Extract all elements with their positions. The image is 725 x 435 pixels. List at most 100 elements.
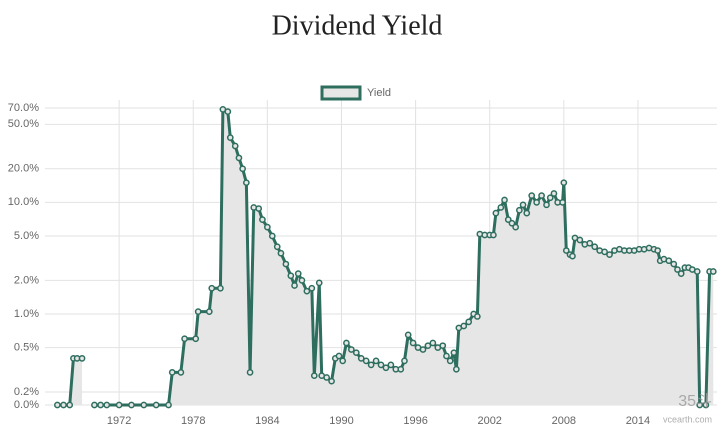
point [294,270,302,277]
x-tick-label: 2014 [626,415,650,427]
point [177,368,185,376]
point [217,284,224,292]
point [429,339,437,347]
point [569,252,576,260]
point [194,308,202,315]
point [654,247,662,254]
point [264,223,271,231]
x-tick-label: 2002 [477,415,501,427]
point [490,231,497,239]
point [287,272,295,280]
watermark: 35斗 [678,393,712,410]
point [103,401,111,409]
point [224,108,232,115]
point [401,357,408,365]
point [328,377,335,385]
point [226,134,234,141]
point [231,142,239,150]
point [277,249,285,257]
point [519,201,527,209]
x-tick-label: 1990 [329,415,353,427]
point [562,247,570,254]
point [424,342,432,350]
point [453,365,460,373]
point [516,206,523,214]
x-tick-label: 1996 [403,415,427,427]
x-tick-label: 1972 [107,415,131,427]
point [97,401,104,409]
point [439,342,447,350]
y-tick-label: 20.0% [8,163,39,175]
point [343,339,350,347]
point [208,284,216,292]
point [268,232,276,240]
legend-swatch [320,85,362,101]
point [474,313,481,320]
point [246,368,254,376]
point [696,401,704,409]
point [243,179,250,187]
point [465,318,473,326]
point [450,349,458,357]
point [497,204,505,211]
point [550,190,558,197]
point [115,401,123,409]
point [323,374,330,381]
point [533,198,540,206]
point [404,331,412,339]
point [259,216,266,223]
legend-label: Yield [367,87,391,99]
point [205,308,213,315]
point [282,260,290,268]
x-tick-label: 1984 [255,415,279,427]
point [78,355,86,362]
point [357,355,365,362]
point [492,209,500,217]
area [57,358,83,405]
point [601,248,608,256]
point [576,236,584,244]
point [674,266,681,273]
y-tick-label: 10.0% [8,196,39,208]
point [543,201,550,209]
point [310,372,318,380]
point [362,357,370,365]
point [308,284,316,292]
point [501,196,508,204]
point [508,219,516,227]
point [255,205,263,212]
point [397,365,405,373]
point [339,357,347,365]
point [315,279,323,287]
point [165,401,172,409]
point [670,260,678,268]
watermark: vcearth.com [663,414,712,424]
point [66,401,74,409]
point [377,361,385,369]
x-tick-label: 1978 [181,415,205,427]
point [54,401,61,409]
point [192,335,200,343]
point [348,346,355,353]
point [460,322,468,330]
point [546,194,554,202]
point [702,401,710,409]
point [693,268,701,275]
point [443,352,450,360]
point [60,401,67,409]
y-tick-label: 50.0% [8,118,39,130]
y-tick-label: 0.0% [14,399,39,411]
point [523,209,531,217]
point [128,401,135,409]
point [367,361,375,369]
point [665,257,673,265]
point [152,401,160,409]
point [239,165,246,173]
point [235,154,243,162]
y-tick-label: 0.5% [14,341,39,353]
y-tick-label: 1.0% [14,308,39,320]
point [382,364,390,372]
point [538,192,545,199]
point [419,346,427,353]
